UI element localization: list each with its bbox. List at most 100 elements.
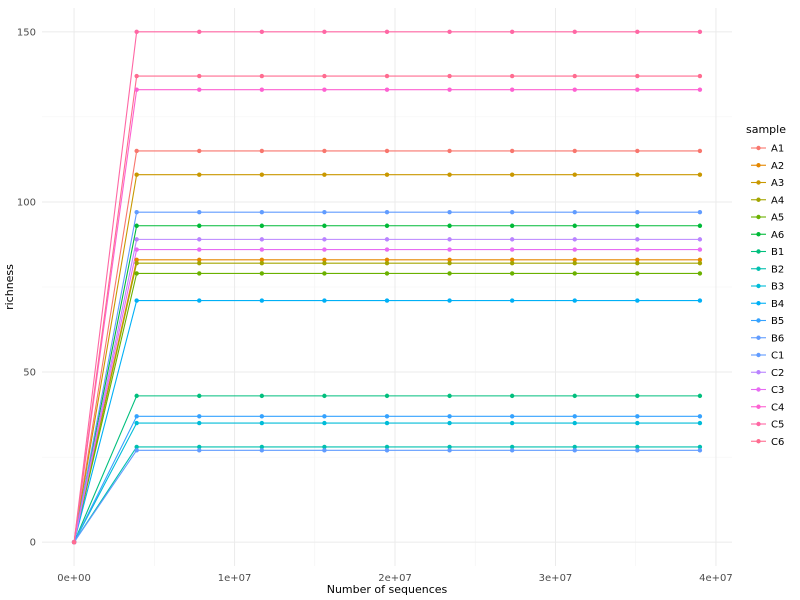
data-point-b5 xyxy=(635,414,640,419)
series-line-c4 xyxy=(73,89,700,543)
legend-key-point xyxy=(756,301,761,306)
data-point-b5 xyxy=(572,414,577,419)
legend-label: B6 xyxy=(771,333,784,344)
data-point-a1 xyxy=(134,148,139,154)
data-point-c3 xyxy=(384,247,390,252)
data-point-c4 xyxy=(322,87,327,92)
data-point-c4 xyxy=(635,87,640,92)
legend-key-point xyxy=(756,180,761,185)
legend-item-c4: C4 xyxy=(751,402,784,413)
legend-item-b4: B4 xyxy=(751,299,784,310)
legend-label: B4 xyxy=(771,299,784,310)
data-point-a6 xyxy=(447,223,452,228)
data-point-b2 xyxy=(572,444,577,450)
data-point-c3 xyxy=(635,247,640,252)
legend-key-point xyxy=(756,387,761,392)
data-point-c4 xyxy=(134,87,139,92)
data-point-c5 xyxy=(197,29,202,35)
legend-item-b1: B1 xyxy=(751,247,784,258)
legend-item-c1: C1 xyxy=(751,351,784,362)
legend-label: B2 xyxy=(771,264,784,275)
series-line-b6 xyxy=(73,449,700,543)
data-point-a5 xyxy=(572,271,577,276)
data-point-b5 xyxy=(697,414,703,419)
x-tick-label: 3e+07 xyxy=(539,573,573,584)
data-point-c3 xyxy=(134,247,139,252)
data-point-c2 xyxy=(322,237,327,242)
data-point-c6 xyxy=(572,73,577,79)
data-point-b1 xyxy=(447,393,452,399)
data-point-a3 xyxy=(384,172,390,177)
data-point-b1 xyxy=(572,393,577,399)
data-point-a6 xyxy=(134,223,139,228)
data-point-c2 xyxy=(509,237,515,242)
data-point-b4 xyxy=(635,298,640,303)
legend-key-point xyxy=(756,283,761,289)
data-point-c4 xyxy=(384,87,390,92)
data-point-c4 xyxy=(259,87,265,92)
legend-label: C1 xyxy=(771,351,784,362)
data-point-c3 xyxy=(259,247,265,252)
data-point-c1 xyxy=(384,209,390,215)
data-point-c3 xyxy=(509,247,515,252)
data-point-a6 xyxy=(322,223,327,228)
series-line-b2 xyxy=(73,446,700,543)
data-point-c5 xyxy=(384,29,390,35)
data-point-c6 xyxy=(134,73,139,79)
data-point-b2 xyxy=(259,444,265,450)
legend-key-point xyxy=(756,197,761,202)
legend: sample A1 A2 A3 A4 A5 A6 B1 B2 B3 B4 B5 B6 C1 C2 C3 C4 C… xyxy=(746,123,786,448)
y-tick-label: 150 xyxy=(17,27,36,38)
data-point-c1 xyxy=(509,209,515,215)
data-point-b6 xyxy=(572,448,577,453)
data-point-c5 xyxy=(259,29,265,35)
data-point-a3 xyxy=(134,172,139,177)
data-point-a6 xyxy=(572,223,577,228)
legend-item-b5: B5 xyxy=(751,316,784,327)
data-point-c3 xyxy=(447,247,452,252)
data-point-b6 xyxy=(697,448,703,453)
data-point-a2 xyxy=(509,257,515,262)
data-point-c3 xyxy=(697,247,703,252)
data-point-a3 xyxy=(697,172,703,177)
series-line-a4 xyxy=(73,262,700,543)
data-point-c5 xyxy=(572,29,577,35)
data-point-c4 xyxy=(447,87,452,92)
legend-key-point xyxy=(756,439,761,444)
data-point-b4 xyxy=(572,298,577,303)
data-point-b6 xyxy=(384,448,390,453)
data-point-b2 xyxy=(197,444,202,450)
legend-label: B5 xyxy=(771,316,784,327)
data-point-c1 xyxy=(447,209,452,215)
data-point-c2 xyxy=(572,237,577,242)
legend-item-c3: C3 xyxy=(751,385,784,396)
data-point-a2 xyxy=(134,257,139,262)
legend-label: C5 xyxy=(771,420,784,431)
x-axis-ticks: 0e+00 1e+07 2e+07 3e+07 4e+07 xyxy=(57,573,732,584)
data-point-b1 xyxy=(697,393,703,399)
data-point-b3 xyxy=(384,420,390,426)
y-tick-label: 0 xyxy=(30,538,36,549)
data-point-b5 xyxy=(447,414,452,419)
data-point-b3 xyxy=(134,420,139,426)
data-point-b1 xyxy=(134,393,139,399)
legend-title: sample xyxy=(746,123,786,136)
legend-key-point xyxy=(756,145,761,151)
legend-key-point xyxy=(756,163,761,168)
data-point-b3 xyxy=(259,420,265,426)
legend-label: A2 xyxy=(771,161,784,172)
legend-item-b3: B3 xyxy=(751,282,784,293)
data-point-c5 xyxy=(697,29,703,35)
x-tick-label: 4e+07 xyxy=(699,573,733,584)
data-point-c5 xyxy=(447,29,452,35)
data-point-c3 xyxy=(197,247,202,252)
data-point-b1 xyxy=(509,393,515,399)
x-tick-label: 1e+07 xyxy=(218,573,252,584)
data-point-a1 xyxy=(384,148,390,154)
data-point-a3 xyxy=(322,172,327,177)
data-point-a1 xyxy=(447,148,452,154)
legend-label: C6 xyxy=(771,437,784,448)
data-point-a4 xyxy=(259,260,265,266)
legend-item-c2: C2 xyxy=(751,368,784,379)
legend-item-c6: C6 xyxy=(751,437,784,448)
